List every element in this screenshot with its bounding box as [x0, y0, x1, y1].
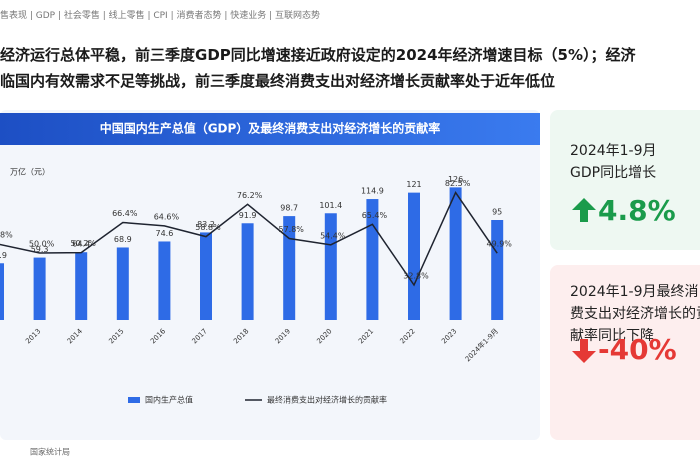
line-label: 82.5%	[445, 179, 471, 188]
line-label: 54.4%	[320, 231, 346, 240]
bar-label: 101.4	[319, 201, 342, 210]
line-label: 50.0%	[29, 240, 55, 249]
line-label: 57.8%	[278, 225, 304, 234]
up-arrow	[572, 198, 596, 222]
bar-label: 53.9	[0, 251, 7, 260]
chart-panel	[0, 110, 540, 440]
line-label: 76.2%	[237, 191, 263, 200]
bar-label: 98.7	[280, 204, 298, 213]
bar	[408, 192, 420, 320]
bar	[200, 232, 212, 320]
unit-label: 万亿（元）	[10, 167, 50, 177]
line-label: 58.8%	[195, 223, 221, 232]
bar	[449, 187, 462, 320]
line-label: 66.4%	[112, 209, 138, 218]
bar	[158, 241, 171, 320]
line-label: 32.8%	[403, 272, 429, 281]
card-text: 2024年1-9月	[570, 143, 657, 159]
line-label: 49.9%	[486, 240, 512, 249]
bar	[283, 216, 296, 320]
bar-label: 74.6	[155, 229, 173, 238]
bar	[33, 257, 46, 320]
bar	[116, 247, 129, 320]
card: 2024年1-9月最终消费支出对经济增长的贡献率同比下降 -40%	[550, 265, 700, 440]
bar	[75, 252, 88, 320]
bar-label: 95	[492, 208, 502, 217]
bar-label: 64.4	[72, 240, 90, 249]
legend-label: 国内生产总值	[145, 395, 193, 405]
headline-line: 临国内有效需求不足等挑战，前三季度最终消费支出对经济增长贡献率处于近年低位	[0, 72, 556, 90]
card-value: 4.8%	[598, 194, 676, 227]
card-value: -40%	[598, 333, 677, 366]
bar-label: 126	[448, 175, 463, 184]
line-label: 54.8%	[0, 231, 13, 240]
bar-label: 114.9	[361, 187, 384, 196]
bar-label: 59.3	[31, 245, 49, 254]
line-label: 50.2%	[70, 239, 96, 248]
bar	[0, 263, 4, 320]
line-label: 65.4%	[362, 211, 388, 220]
bar-label: 68.9	[114, 235, 132, 244]
headline-line: 经济运行总体平稳，前三季度GDP同比增速接近政府设定的2024年经济增速目标（5…	[0, 46, 636, 64]
source: 国家统计局	[30, 447, 70, 457]
headline: 经济运行总体平稳，前三季度GDP同比增速接近政府设定的2024年经济增速目标（5…	[0, 42, 635, 94]
bar	[241, 223, 254, 320]
line-label: 64.6%	[154, 212, 180, 221]
bar-label: 91.9	[239, 211, 257, 220]
legend-label: 最终消费支出对经济增长的贡献率	[267, 395, 387, 405]
down-arrow	[572, 339, 596, 363]
nav-bar: 售表现 | GDP | 社会零售 | 线上零售 | CPI | 消费者态势 | …	[0, 11, 320, 21]
title-bar	[0, 113, 540, 145]
card-text: GDP同比增长	[570, 165, 657, 181]
legend-swatch	[128, 397, 140, 403]
bar-label: 121	[406, 180, 421, 189]
bar-label: 83.2	[197, 220, 215, 229]
card-text: 2024年1-9月最终消费支出对经济增长的贡献率同比下降	[570, 284, 700, 344]
bar	[324, 213, 337, 320]
card: 2024年1-9月 GDP同比增长 4.8%	[550, 110, 700, 250]
chart-title: 中国国内生产总值（GDP）及最终消费支出对经济增长的贡献率	[100, 121, 441, 136]
bar	[491, 220, 504, 320]
line	[0, 191, 498, 287]
